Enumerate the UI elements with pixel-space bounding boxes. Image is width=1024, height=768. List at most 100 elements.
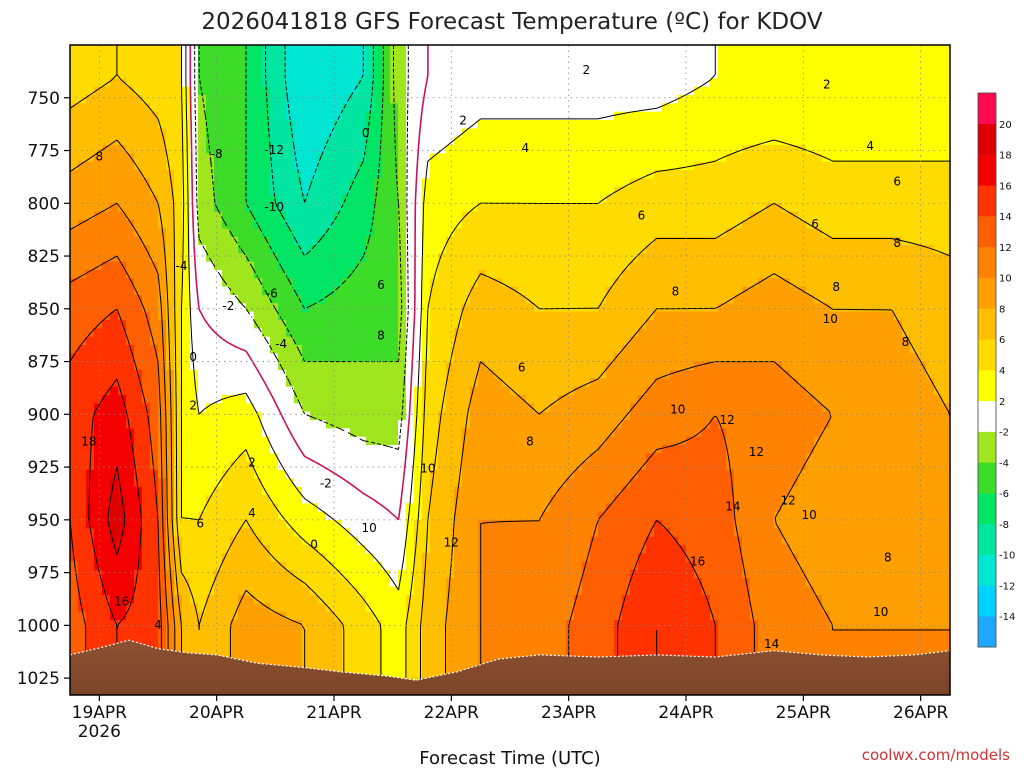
field-cell bbox=[462, 436, 471, 446]
field-cell bbox=[566, 345, 575, 354]
field-cell bbox=[470, 178, 479, 188]
field-cell bbox=[206, 161, 215, 171]
field-cell bbox=[182, 211, 191, 221]
field-cell bbox=[542, 86, 551, 96]
field-cell bbox=[334, 578, 343, 588]
field-cell bbox=[454, 511, 463, 521]
field-cell bbox=[78, 145, 87, 154]
field-cell bbox=[142, 361, 151, 371]
field-cell bbox=[366, 486, 375, 496]
field-cell bbox=[558, 186, 567, 196]
field-cell bbox=[302, 436, 311, 446]
field-cell bbox=[166, 261, 175, 271]
field-cell bbox=[230, 395, 239, 404]
field-cell bbox=[158, 403, 167, 413]
field-cell bbox=[550, 220, 559, 229]
field-cell bbox=[94, 236, 103, 246]
field-cell bbox=[390, 495, 399, 504]
field-cell bbox=[134, 61, 143, 71]
field-cell bbox=[142, 95, 151, 104]
field-cell bbox=[374, 53, 383, 63]
field-cell bbox=[366, 53, 375, 63]
field-cell bbox=[478, 603, 487, 613]
field-cell bbox=[270, 445, 279, 454]
field-cell bbox=[462, 553, 471, 563]
field-cell bbox=[310, 170, 319, 179]
field-cell bbox=[230, 320, 239, 329]
field-cell bbox=[198, 295, 207, 304]
field-cell bbox=[174, 603, 183, 613]
field-cell bbox=[534, 336, 543, 346]
field-cell bbox=[134, 145, 143, 154]
field-cell bbox=[550, 145, 559, 154]
field-cell bbox=[326, 386, 335, 396]
field-cell bbox=[486, 403, 495, 413]
field-cell bbox=[134, 261, 143, 271]
field-cell bbox=[478, 611, 487, 621]
field-cell bbox=[470, 195, 479, 204]
field-cell bbox=[454, 661, 463, 671]
field-cell bbox=[270, 620, 279, 629]
field-cell bbox=[86, 128, 95, 138]
field-cell bbox=[182, 186, 191, 196]
field-cell bbox=[286, 445, 295, 454]
field-cell bbox=[374, 595, 383, 604]
field-cell bbox=[438, 253, 447, 263]
field-cell bbox=[102, 303, 111, 313]
field-cell bbox=[462, 570, 471, 579]
field-cell bbox=[230, 645, 239, 654]
field-cell bbox=[438, 128, 447, 138]
field-cell bbox=[558, 320, 567, 329]
field-cell bbox=[390, 670, 399, 679]
field-cell bbox=[494, 611, 503, 621]
field-cell bbox=[310, 336, 319, 346]
field-cell bbox=[494, 428, 503, 438]
field-cell bbox=[358, 578, 367, 588]
field-cell bbox=[430, 336, 439, 346]
field-cell bbox=[70, 70, 79, 79]
field-cell bbox=[502, 161, 511, 171]
field-cell bbox=[158, 111, 167, 121]
field-cell bbox=[222, 553, 231, 563]
field-cell bbox=[118, 461, 127, 471]
field-cell bbox=[454, 278, 463, 288]
field-cell bbox=[190, 286, 199, 296]
field-cell bbox=[406, 203, 415, 213]
field-cell bbox=[446, 503, 455, 513]
field-cell bbox=[94, 428, 103, 438]
field-cell bbox=[542, 553, 551, 563]
field-cell bbox=[174, 445, 183, 454]
field-cell bbox=[198, 161, 207, 171]
field-cell bbox=[190, 361, 199, 371]
field-cell bbox=[310, 53, 319, 63]
field-cell bbox=[414, 578, 423, 588]
field-cell bbox=[110, 353, 119, 363]
field-cell bbox=[326, 61, 335, 71]
field-cell bbox=[278, 645, 287, 654]
field-cell bbox=[502, 345, 511, 354]
field-cell bbox=[158, 186, 167, 196]
field-cell bbox=[118, 161, 127, 171]
field-cell bbox=[86, 45, 95, 54]
field-cell bbox=[246, 495, 255, 504]
field-cell bbox=[558, 145, 567, 154]
field-cell bbox=[278, 595, 287, 604]
field-cell bbox=[222, 278, 231, 288]
field-cell bbox=[190, 353, 199, 363]
field-cell bbox=[534, 611, 543, 621]
field-cell bbox=[198, 228, 207, 238]
field-cell bbox=[550, 103, 559, 113]
field-cell bbox=[518, 595, 527, 604]
field-cell bbox=[278, 170, 287, 179]
field-cell bbox=[206, 420, 215, 429]
field-cell bbox=[438, 545, 447, 554]
field-cell bbox=[518, 503, 527, 513]
field-cell bbox=[350, 303, 359, 313]
field-cell bbox=[374, 95, 383, 104]
field-cell bbox=[118, 311, 127, 321]
field-cell bbox=[110, 328, 119, 338]
field-cell bbox=[454, 61, 463, 71]
field-cell bbox=[390, 286, 399, 296]
field-cell bbox=[342, 286, 351, 296]
field-cell bbox=[398, 470, 407, 479]
